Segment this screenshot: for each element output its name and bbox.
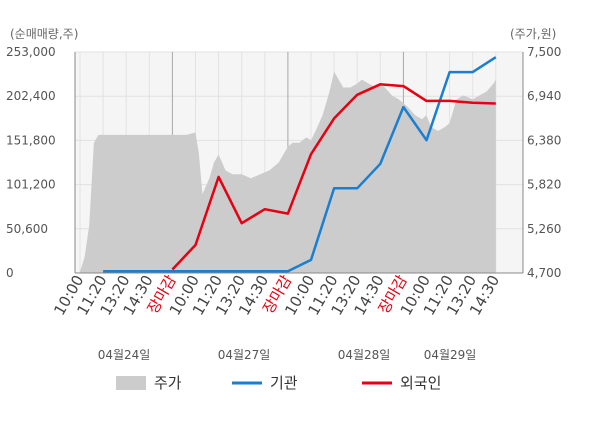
date-label: 04월27일 — [218, 348, 271, 362]
right-tick-label: 4,700 — [527, 266, 561, 280]
left-tick-label: 0 — [6, 266, 14, 280]
date-label: 04월24일 — [98, 348, 151, 362]
date-label: 04월29일 — [424, 348, 477, 362]
left-tick-label: 50,600 — [6, 222, 48, 236]
axis-layer: 253,000 7,500 202,400 6,940 151,800 6,380 101,… — [6, 45, 561, 362]
legend-institution-label: 기관 — [270, 374, 298, 392]
left-tick-label: 151,800 — [6, 133, 56, 147]
legend-price-label: 주가 — [154, 374, 182, 392]
foreign-line — [171, 83, 496, 271]
left-tick-label: 253,000 — [6, 45, 56, 59]
right-tick-label: 7,500 — [527, 45, 561, 59]
date-label: 04월28일 — [338, 348, 391, 362]
left-tick-label: 101,200 — [6, 178, 56, 192]
right-tick-label: 6,940 — [527, 89, 561, 103]
institution-line — [103, 56, 497, 273]
legend: 주가 기관 외국인 — [116, 374, 441, 392]
right-tick-label: 6,380 — [527, 133, 561, 147]
price-layer — [80, 71, 496, 273]
price-area — [80, 71, 496, 273]
right-tick-label: 5,820 — [527, 178, 561, 192]
legend-price-swatch — [116, 376, 146, 390]
left-axis-label: (순매매량,주) — [10, 27, 78, 41]
left-tick-label: 202,400 — [6, 89, 56, 103]
legend-foreign-label: 외국인 — [400, 374, 441, 392]
right-tick-label: 5,260 — [527, 222, 561, 236]
right-axis-label: (주가,원) — [510, 27, 556, 41]
lines-layer — [103, 56, 497, 273]
